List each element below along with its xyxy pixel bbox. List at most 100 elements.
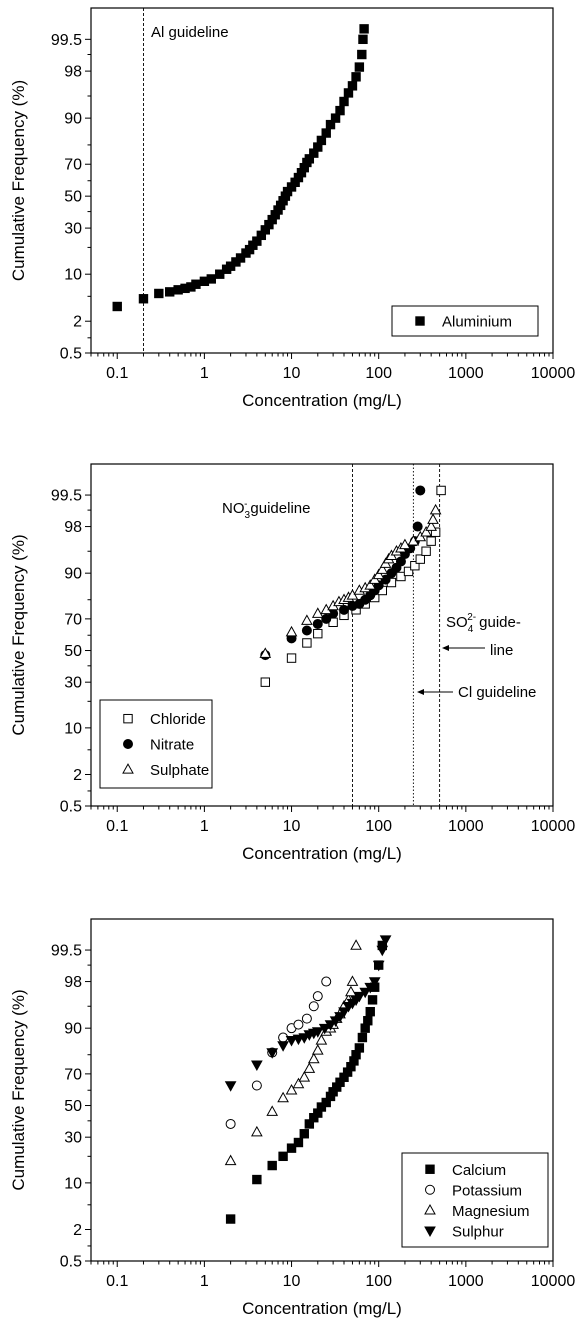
data-point bbox=[312, 618, 323, 629]
data-point bbox=[354, 62, 365, 72]
data-point bbox=[293, 1137, 304, 1148]
al-guideline-label: Al guideline bbox=[151, 24, 229, 41]
legend-label: Chloride bbox=[150, 711, 206, 728]
y-axis-title: Cumulative Frequency (%) bbox=[9, 989, 28, 1190]
data-point bbox=[376, 563, 389, 574]
x-tick-label: 10000 bbox=[531, 365, 576, 382]
data-point bbox=[420, 525, 432, 537]
y-tick-label: 0.5 bbox=[60, 346, 82, 363]
data-point bbox=[339, 604, 350, 615]
data-point bbox=[316, 135, 327, 146]
legend-marker bbox=[122, 763, 134, 774]
data-point bbox=[301, 1013, 312, 1024]
data-point bbox=[372, 568, 385, 580]
chart-panel-3: 0.1 1 10 100 1000 10000 0.5 2 10 30 50 70 90 98 99.5 Co… bbox=[9, 918, 575, 1318]
y-tick-label: 30 bbox=[64, 221, 82, 238]
y-tick-label: 30 bbox=[64, 1130, 82, 1147]
legend-label: Aluminium bbox=[442, 314, 512, 331]
x-axis-title: Concentration (mg/L) bbox=[242, 844, 402, 863]
data-point bbox=[311, 607, 324, 618]
so4-guideline-label: SO42- guide- bbox=[446, 612, 521, 635]
chart-panel-1: 0.1 1 10 100 1000 10000 0.5 2 10 30 50 70 90 98 99.5 Co… bbox=[9, 7, 576, 410]
data-point bbox=[252, 1174, 262, 1185]
y-tick-label: 50 bbox=[64, 643, 82, 660]
data-point bbox=[358, 34, 368, 45]
data-point bbox=[225, 1118, 236, 1129]
y-tick-label: 98 bbox=[64, 64, 82, 81]
data-point bbox=[425, 520, 438, 531]
data-point bbox=[286, 1143, 297, 1153]
data-point bbox=[260, 677, 271, 687]
y-tick-label: 10 bbox=[64, 720, 82, 737]
data-point bbox=[410, 561, 420, 571]
data-point bbox=[292, 1077, 305, 1089]
series-potassium bbox=[225, 976, 332, 1129]
y-tick-label: 10 bbox=[64, 1175, 82, 1192]
legend-label: Magnesium bbox=[452, 1203, 530, 1220]
x-axis-title: Concentration (mg/L) bbox=[242, 1299, 402, 1318]
y-tick-label: 90 bbox=[64, 566, 82, 583]
y-tick-label: 99.5 bbox=[51, 32, 82, 49]
no3-guideline-sup: - bbox=[244, 499, 247, 510]
data-point bbox=[357, 49, 367, 60]
so4-guideline-sub: 4 bbox=[468, 624, 474, 635]
legend-marker bbox=[424, 1226, 436, 1237]
y-tick-label: 98 bbox=[64, 519, 82, 536]
so4-guideline-sup: 2- bbox=[467, 612, 476, 623]
cl-arrow-head bbox=[417, 689, 424, 695]
no3-guideline-main: NO bbox=[222, 500, 245, 517]
x-tick-label: 100 bbox=[365, 365, 392, 382]
legend-box bbox=[99, 699, 213, 789]
data-point bbox=[346, 975, 359, 986]
legend-label: Sulphate bbox=[150, 762, 209, 779]
data-point bbox=[302, 638, 312, 648]
y-tick-label: 50 bbox=[64, 189, 82, 206]
x-tick-label: 10000 bbox=[531, 818, 576, 835]
no3-guideline-label: NO3- guideline bbox=[222, 499, 310, 521]
data-point bbox=[321, 128, 331, 138]
data-point bbox=[301, 625, 312, 636]
legend: Chloride Nitrate Sulphate bbox=[99, 699, 213, 789]
data-point bbox=[293, 1019, 304, 1030]
no3-guideline-sub: 3 bbox=[245, 510, 251, 521]
data-point bbox=[285, 1036, 298, 1047]
data-point bbox=[363, 1016, 373, 1026]
legend-marker bbox=[425, 1184, 435, 1195]
x-tick-label: 100 bbox=[365, 818, 392, 835]
x-tick-label: 100 bbox=[365, 1273, 392, 1290]
data-point bbox=[345, 985, 357, 997]
y-tick-label: 0.5 bbox=[60, 1254, 82, 1271]
data-point bbox=[112, 301, 122, 312]
data-point bbox=[399, 538, 411, 550]
data-point bbox=[430, 527, 441, 537]
data-point bbox=[364, 982, 377, 994]
x-tick-label: 1000 bbox=[448, 1273, 484, 1290]
data-point bbox=[312, 991, 323, 1002]
y-tick-label: 90 bbox=[64, 1021, 82, 1038]
data-point bbox=[321, 613, 332, 624]
y-tick-label: 98 bbox=[64, 974, 82, 991]
data-point bbox=[278, 1032, 289, 1043]
data-point bbox=[359, 24, 369, 34]
x-tick-label: 1000 bbox=[448, 365, 484, 382]
data-point bbox=[403, 566, 414, 577]
data-point bbox=[315, 1034, 328, 1045]
data-point bbox=[224, 1081, 237, 1092]
data-point bbox=[215, 269, 225, 279]
y-tick-label: 10 bbox=[64, 267, 82, 284]
x-tick-label: 0.1 bbox=[106, 365, 128, 382]
x-tick-label: 0.1 bbox=[106, 1273, 128, 1290]
series-magnesium bbox=[224, 939, 362, 1166]
data-point bbox=[321, 976, 332, 987]
x-tick-label: 10 bbox=[283, 818, 301, 835]
data-point bbox=[285, 625, 298, 637]
chart-panel-2: 0.1 1 10 100 1000 10000 0.5 2 10 30 50 70 90 98 99.5 Co… bbox=[9, 463, 576, 863]
data-point bbox=[251, 1125, 263, 1137]
data-point bbox=[235, 253, 246, 263]
y-tick-label: 90 bbox=[64, 111, 82, 128]
data-point bbox=[191, 279, 201, 289]
data-point bbox=[301, 614, 313, 625]
data-point bbox=[372, 960, 385, 972]
no3-guideline-rest: guideline bbox=[250, 500, 310, 517]
